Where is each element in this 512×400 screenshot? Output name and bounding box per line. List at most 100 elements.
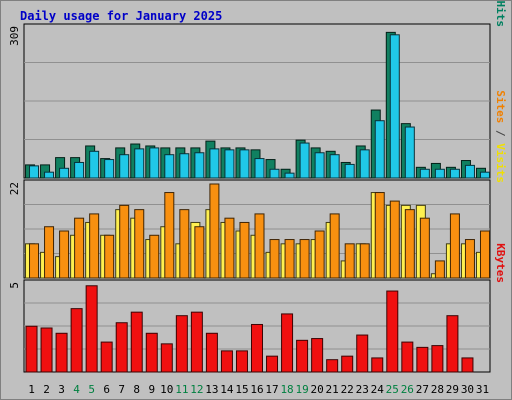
- bar-files-day-25: [389, 34, 400, 179]
- bar-sites-day-22: [344, 243, 355, 279]
- bar-sites-day-20: [314, 230, 325, 279]
- x-tick-label-day-5: 5: [88, 383, 95, 396]
- bar-files-day-6: [104, 159, 115, 179]
- x-tick-label-day-28: 28: [431, 383, 444, 396]
- x-tick-label-day-12: 12: [190, 383, 203, 396]
- bar-sites-day-6: [104, 234, 115, 279]
- bar-files-day-28: [434, 168, 445, 179]
- bar-kbytes-day-10: [160, 343, 173, 373]
- bar-kbytes-day-4: [70, 308, 83, 373]
- x-tick-label-day-30: 30: [461, 383, 474, 396]
- x-tick-label-day-20: 20: [311, 383, 324, 396]
- bar-kbytes-day-22: [341, 355, 354, 373]
- bar-kbytes-day-21: [326, 359, 339, 373]
- bar-kbytes-day-16: [251, 323, 263, 373]
- bar-kbytes-day-9: [145, 332, 158, 373]
- bar-kbytes-day-7: [115, 322, 128, 373]
- panel-bottom: 5 KBytes: [8, 243, 507, 373]
- bar-files-day-4: [74, 161, 85, 179]
- bar-kbytes-day-5: [85, 285, 98, 373]
- bar-files-day-20: [314, 152, 325, 179]
- bar-sites-day-2: [44, 226, 55, 279]
- bar-sites-day-19: [299, 239, 310, 279]
- bar-sites-day-3: [59, 230, 70, 279]
- x-tick-label-day-2: 2: [43, 383, 50, 396]
- panel-top-ymax-label: 309: [8, 26, 21, 46]
- panel-middle: 22 Sites / Visits: [8, 90, 507, 279]
- bar-sites-day-26: [404, 209, 415, 279]
- x-tick-label-day-25: 25: [386, 383, 399, 396]
- bar-sites-day-23: [359, 243, 370, 279]
- bar-sites-day-13: [209, 183, 220, 279]
- bar-files-day-29: [449, 168, 460, 179]
- bar-files-day-7: [119, 154, 130, 179]
- bar-kbytes-day-28: [431, 345, 444, 373]
- x-tick-label-day-14: 14: [220, 383, 234, 396]
- bar-files-day-30: [464, 164, 475, 179]
- bar-sites-day-7: [119, 204, 130, 279]
- bar-sites-day-28: [434, 260, 445, 279]
- bar-files-day-24: [374, 120, 385, 179]
- bar-files-day-2: [44, 171, 55, 179]
- panel-middle-axis-label: Sites / Visits: [494, 90, 507, 183]
- bar-kbytes-day-20: [311, 338, 324, 373]
- bar-files-day-8: [134, 148, 145, 179]
- bar-files-day-15: [239, 149, 250, 179]
- bar-kbytes-day-12: [190, 311, 203, 373]
- x-tick-label-day-8: 8: [133, 383, 140, 396]
- bar-kbytes-day-18: [281, 313, 294, 373]
- bar-files-day-31: [479, 171, 490, 179]
- bar-files-day-10: [164, 154, 175, 179]
- panel-top: 309 Pages / Files / Hits: [8, 0, 507, 179]
- bar-sites-day-30: [464, 239, 475, 279]
- chart-panels: 309 Pages / Files / Hits 22 Sites / Visits 5…: [8, 0, 507, 373]
- bar-files-day-18: [284, 172, 295, 179]
- x-tick-label-day-29: 29: [446, 383, 459, 396]
- bar-files-day-12: [194, 152, 205, 179]
- bar-kbytes-day-3: [55, 332, 68, 373]
- bar-files-day-11: [179, 153, 190, 179]
- x-tick-label-day-24: 24: [371, 383, 385, 396]
- bar-files-day-16: [254, 158, 265, 179]
- bar-kbytes-day-24: [371, 357, 384, 373]
- bar-sites-day-4: [74, 217, 85, 279]
- bar-kbytes-day-13: [205, 332, 218, 373]
- bar-sites-day-29: [449, 213, 460, 279]
- bar-files-day-26: [404, 126, 415, 179]
- bar-sites-day-27: [419, 217, 430, 279]
- bar-files-day-3: [59, 167, 70, 179]
- bar-sites-day-5: [89, 213, 100, 279]
- x-tick-label-day-22: 22: [341, 383, 354, 396]
- x-tick-label-day-15: 15: [235, 383, 248, 396]
- bar-kbytes-day-25: [386, 290, 399, 373]
- bar-sites-day-25: [389, 200, 400, 279]
- bar-kbytes-day-8: [130, 311, 143, 373]
- bar-sites-day-14: [224, 217, 235, 279]
- x-tick-label-day-9: 9: [148, 383, 155, 396]
- x-tick-label-day-23: 23: [356, 383, 369, 396]
- axis-label-part: Hits: [494, 1, 507, 28]
- bar-files-day-22: [344, 163, 355, 179]
- x-axis-tick-labels: 1 2 3 4 5 6 7 8 9 10 11 12 13 14 15 16 17 18 19 20 21 22 23 24 2…: [28, 383, 489, 396]
- bar-kbytes-day-17: [266, 355, 279, 373]
- bar-sites-day-17: [269, 239, 280, 279]
- axis-label-part: Visits: [494, 143, 507, 183]
- x-tick-label-day-26: 26: [401, 383, 414, 396]
- bar-sites-day-16: [254, 213, 265, 279]
- bar-files-day-19: [299, 142, 310, 179]
- axis-label-part: KBytes: [494, 243, 507, 283]
- axis-label-part: Sites: [494, 90, 507, 123]
- axis-label-part: /: [494, 0, 507, 1]
- bar-sites-day-31: [479, 230, 490, 279]
- bar-kbytes-day-19: [296, 339, 309, 373]
- bar-kbytes-day-6: [100, 341, 113, 373]
- x-tick-label-day-17: 17: [265, 383, 278, 396]
- bar-sites-day-15: [239, 221, 250, 279]
- bar-kbytes-day-23: [356, 334, 369, 373]
- chart-title: Daily usage for January 2025: [20, 9, 222, 23]
- bar-sites-day-8: [134, 209, 145, 279]
- x-tick-label-day-4: 4: [73, 383, 80, 396]
- x-tick-label-day-31: 31: [476, 383, 489, 396]
- panel-bottom-ymax-label: 5: [8, 282, 21, 289]
